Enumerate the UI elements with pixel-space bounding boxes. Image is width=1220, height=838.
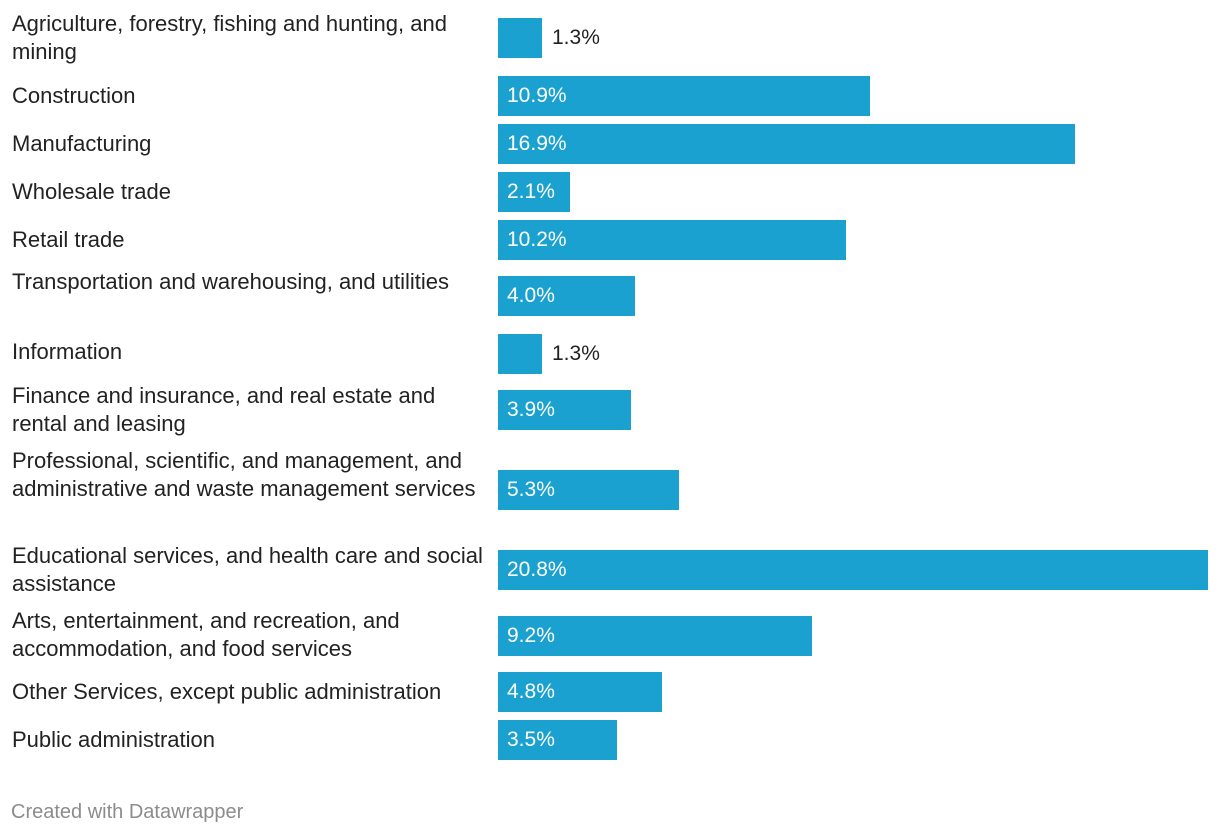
bar (498, 220, 846, 260)
category-label: Arts, entertainment, and recreation, and… (12, 608, 400, 661)
value-label: 1.3% (552, 342, 600, 365)
category-label: Professional, scientific, and management… (12, 448, 476, 501)
credit-text: Created with Datawrapper (11, 801, 244, 823)
category-label: Construction (12, 83, 136, 108)
bar (498, 124, 1075, 164)
value-label: 10.9% (507, 84, 567, 107)
bar (498, 672, 662, 712)
bar (498, 550, 1208, 590)
category-label: Transportation and warehousing, and util… (12, 269, 450, 294)
bar (498, 76, 870, 116)
bar (498, 18, 542, 58)
bar (498, 172, 570, 212)
value-label: 2.1% (507, 180, 555, 203)
value-label: 5.3% (507, 478, 555, 501)
category-label: Educational services, and health care an… (12, 543, 483, 596)
category-label: Information (12, 339, 123, 364)
category-label: Public administration (12, 727, 215, 752)
bar (498, 616, 812, 656)
value-label: 20.8% (507, 558, 567, 581)
bar-chart: Agriculture, forestry, fishing and hunti… (12, 11, 1208, 760)
category-label: Other Services, except public administra… (12, 679, 442, 704)
category-label: Agriculture, forestry, fishing and hunti… (12, 11, 447, 64)
value-label: 9.2% (507, 624, 555, 647)
bar (498, 390, 631, 430)
value-label: 10.2% (507, 228, 567, 251)
bar (498, 720, 617, 760)
category-label: Finance and insurance, and real estate a… (12, 383, 436, 436)
category-label: Retail trade (12, 227, 125, 252)
bar (498, 276, 635, 316)
value-label: 4.8% (507, 680, 555, 703)
category-label: Manufacturing (12, 131, 152, 156)
value-label: 4.0% (507, 284, 555, 307)
value-label: 16.9% (507, 132, 567, 155)
category-label: Wholesale trade (12, 179, 171, 204)
value-label: 3.5% (507, 728, 555, 751)
value-label: 1.3% (552, 26, 600, 49)
bar (498, 334, 542, 374)
bar (498, 470, 679, 510)
value-label: 3.9% (507, 398, 555, 421)
